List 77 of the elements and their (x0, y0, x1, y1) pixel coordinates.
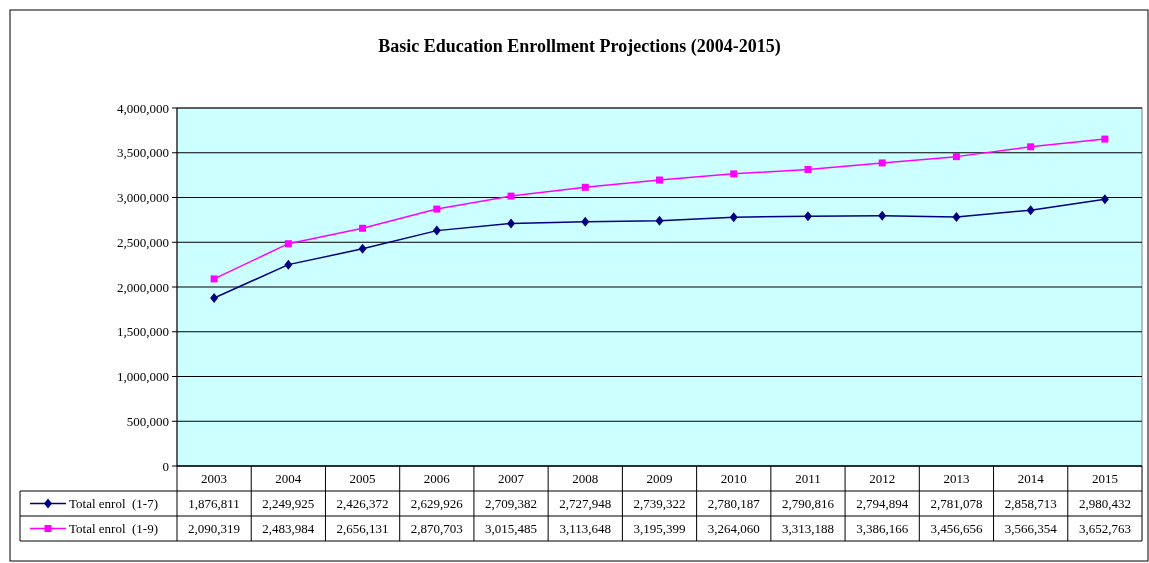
point (952, 153, 960, 161)
data-label: 2,858,713 (1004, 496, 1057, 512)
data-label: 2,249,925 (262, 496, 315, 512)
data-label: 3,652,763 (1078, 521, 1131, 537)
legend-label: Total enrol (1-9) (69, 521, 158, 537)
y-tick-label: 3,000,000 (117, 190, 169, 206)
point (507, 192, 515, 200)
data-label: 3,264,060 (707, 521, 760, 537)
data-label: 2,090,319 (188, 521, 241, 537)
y-tick-label: 500,000 (126, 413, 169, 429)
data-label: 2,790,816 (781, 496, 835, 512)
data-label: 3,456,656 (930, 521, 983, 537)
point (804, 165, 812, 173)
point (1027, 143, 1035, 151)
point (210, 275, 218, 283)
data-label: 2,780,187 (707, 496, 761, 512)
y-tick-label: 2,000,000 (117, 279, 169, 295)
x-tick-label: 2009 (646, 471, 673, 487)
data-label: 3,015,485 (485, 521, 538, 537)
point (656, 176, 663, 184)
y-tick-label: 3,500,000 (117, 145, 169, 161)
point (878, 159, 886, 167)
data-label: 2,629,926 (410, 496, 464, 512)
data-label: 2,727,948 (559, 496, 612, 512)
data-label: 2,656,131 (336, 521, 389, 537)
point (284, 240, 292, 248)
point (433, 205, 441, 213)
y-tick-label: 2,500,000 (117, 234, 169, 250)
data-label: 2,739,322 (633, 496, 686, 512)
data-label: 3,195,399 (633, 521, 686, 537)
x-tick-label: 2011 (795, 471, 821, 487)
point (655, 215, 664, 226)
y-tick-label: 0 (162, 458, 169, 474)
x-tick-label: 2012 (869, 471, 896, 487)
point (359, 224, 367, 232)
x-tick-label: 2013 (943, 471, 970, 487)
data-label: 2,870,703 (410, 521, 463, 537)
data-label: 1,876,811 (188, 496, 240, 512)
point (507, 218, 516, 229)
x-tick-label: 2014 (1017, 471, 1045, 487)
data-label: 2,781,078 (930, 496, 983, 512)
point (210, 293, 219, 304)
legend-label: Total enrol (1-7) (69, 496, 158, 512)
y-tick-label: 4,000,000 (117, 100, 169, 116)
x-tick-label: 2004 (275, 471, 302, 487)
data-label: 2,709,382 (485, 496, 538, 512)
point (1026, 205, 1035, 216)
data-label: 3,113,648 (559, 521, 612, 537)
point (358, 243, 367, 254)
data-label: 2,483,984 (262, 521, 315, 537)
x-tick-label: 2010 (720, 471, 747, 487)
point (581, 183, 589, 191)
data-label: 3,313,188 (781, 521, 834, 537)
data-label: 3,566,354 (1004, 521, 1058, 537)
data-label: 2,426,372 (336, 496, 389, 512)
point (878, 210, 887, 221)
point (284, 259, 293, 270)
chart-title: Basic Education Enrollment Projections (2004-2015) (378, 36, 781, 57)
point (729, 212, 738, 223)
data-label: 2,980,432 (1078, 496, 1131, 512)
point (952, 212, 961, 223)
point (730, 170, 738, 178)
x-tick-label: 2003 (201, 471, 228, 487)
x-tick-label: 2008 (572, 471, 599, 487)
data-label: 2,794,894 (856, 496, 909, 512)
x-tick-label: 2006 (423, 471, 451, 487)
x-tick-label: 2015 (1091, 471, 1118, 487)
point (1100, 194, 1109, 205)
data-label: 3,386,166 (856, 521, 909, 537)
point (803, 211, 812, 222)
x-tick-label: 2007 (498, 471, 525, 487)
x-tick-label: 2005 (349, 471, 376, 487)
point (581, 216, 590, 227)
point (432, 225, 441, 236)
point (1101, 135, 1109, 143)
y-tick-label: 1,000,000 (117, 369, 169, 385)
y-tick-label: 1,500,000 (117, 324, 169, 340)
